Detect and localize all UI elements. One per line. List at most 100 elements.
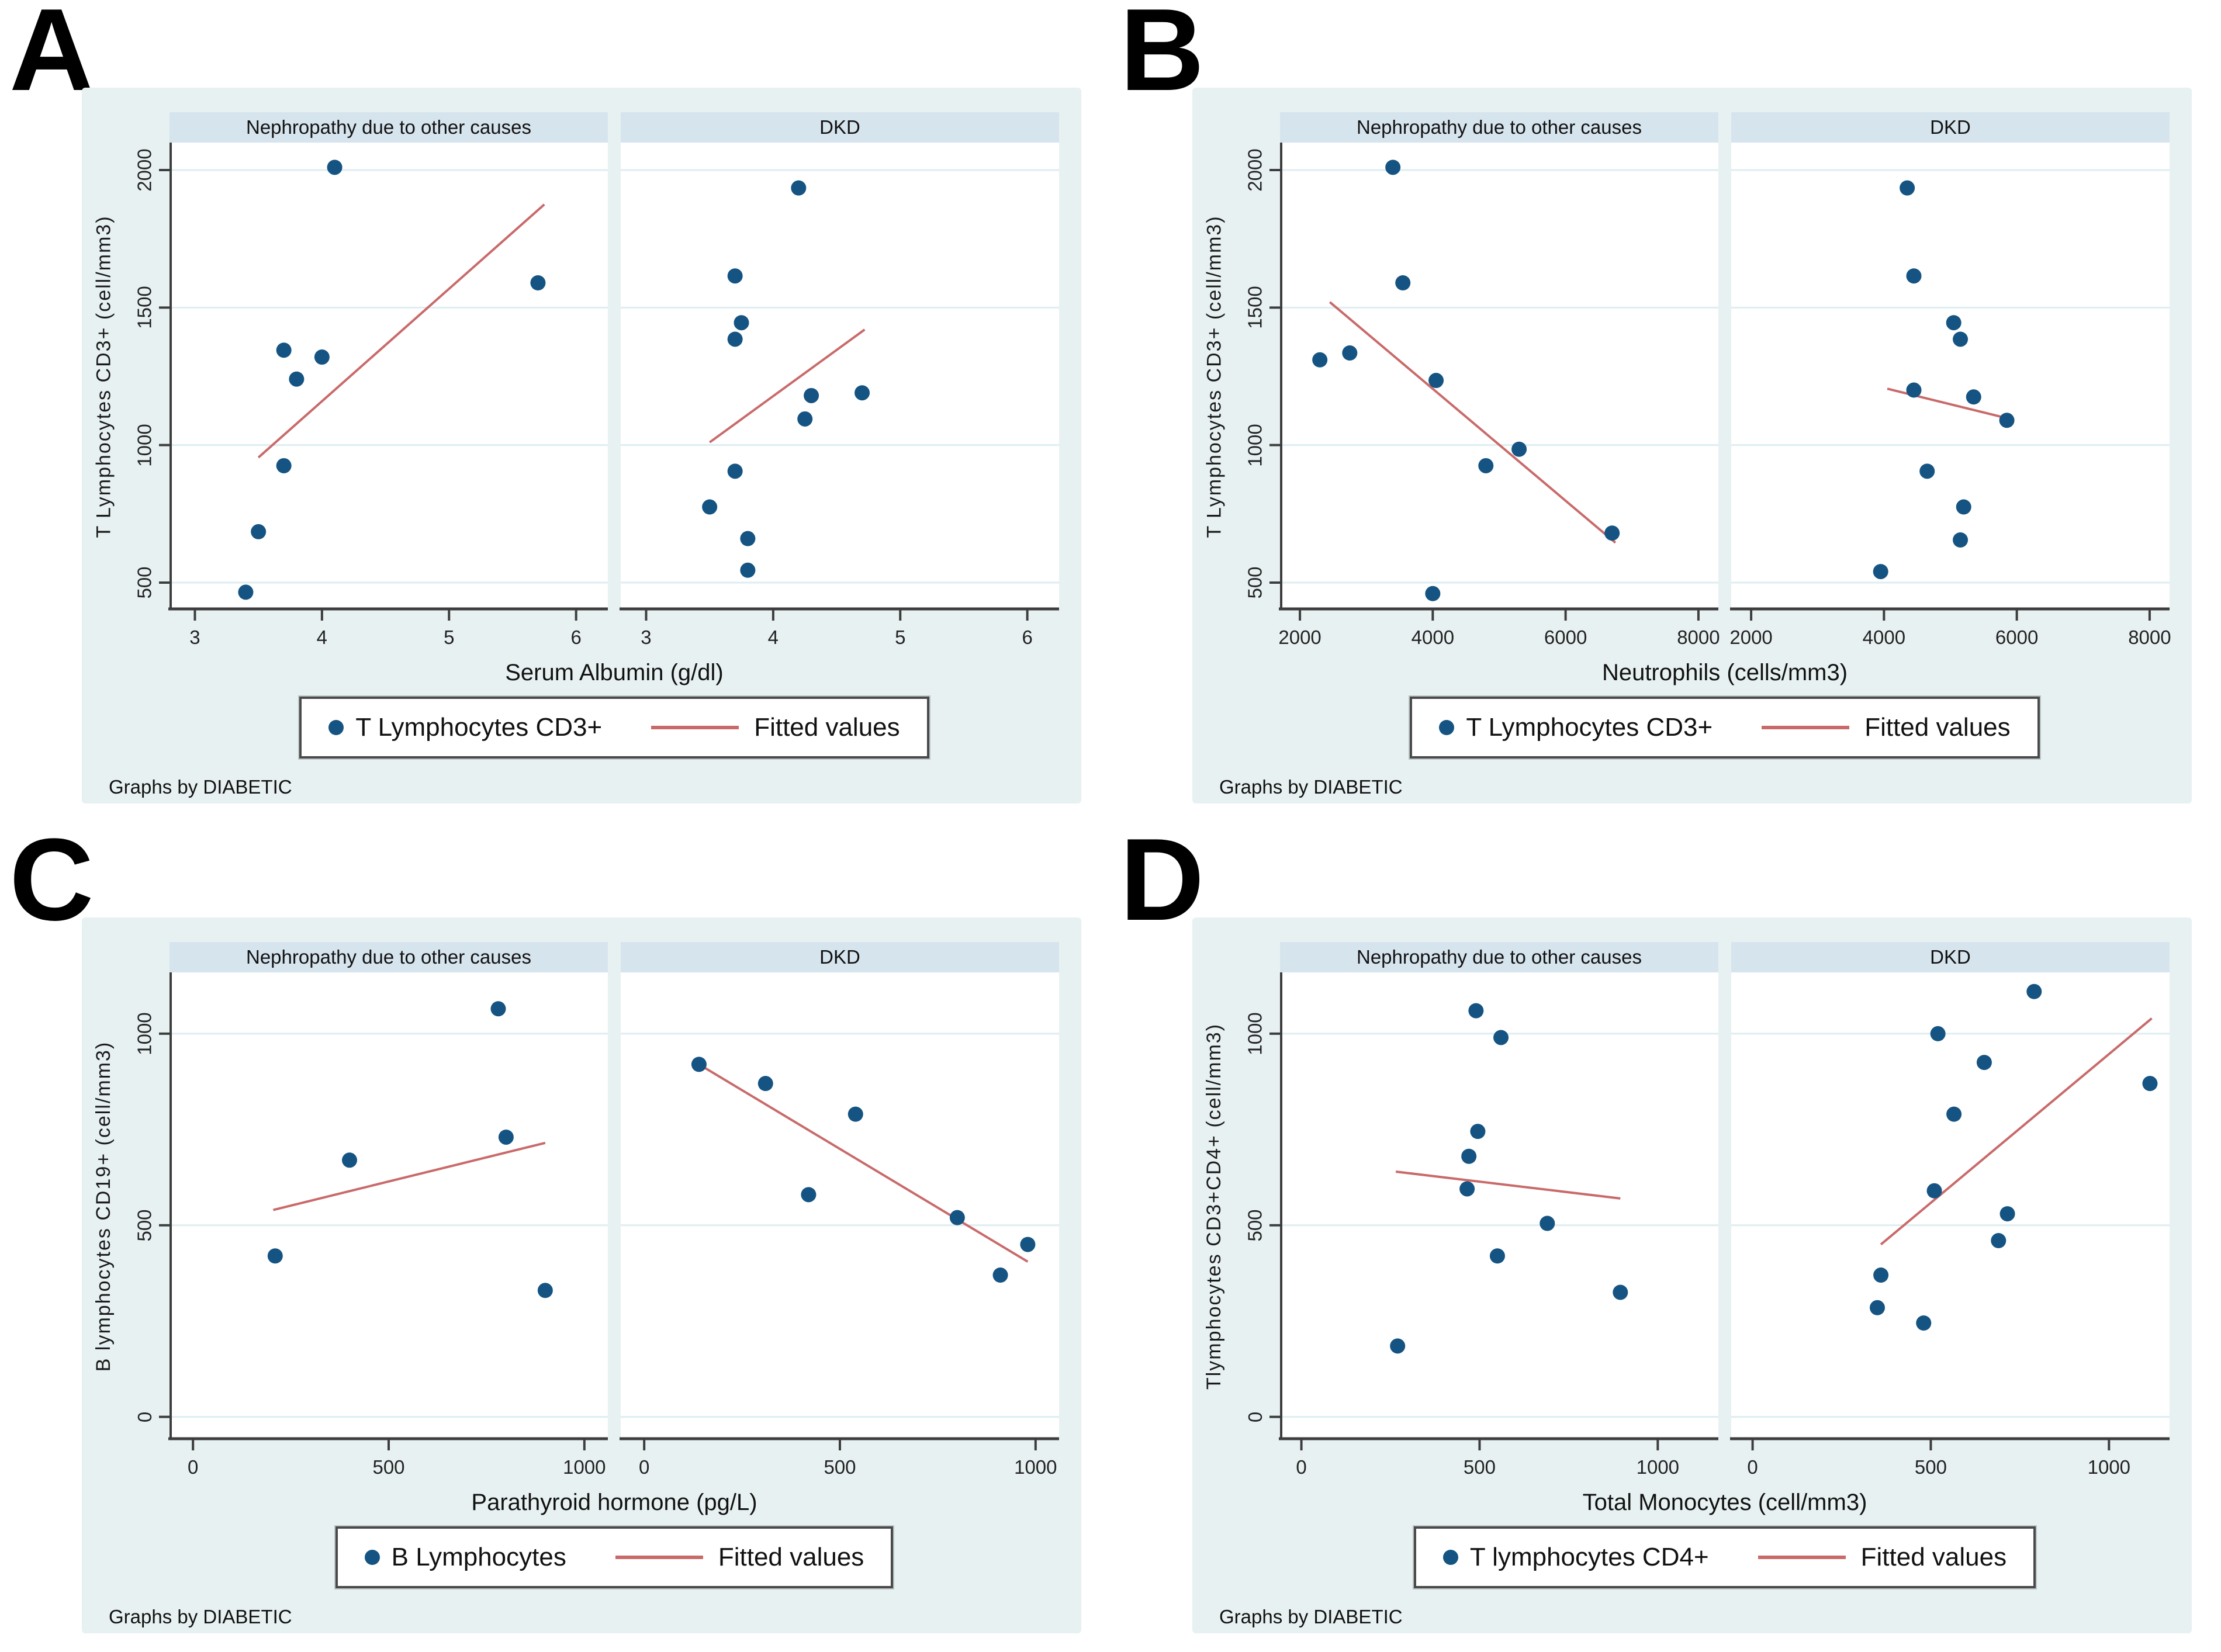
data-point xyxy=(949,1210,965,1225)
data-point xyxy=(1385,160,1401,175)
data-point xyxy=(1906,268,1922,284)
data-point xyxy=(314,349,330,365)
x-tick-label: 4000 xyxy=(1862,626,1906,648)
data-point xyxy=(1999,413,2015,428)
legend-marker-label: T lymphocytes CD4+ xyxy=(1469,1543,1709,1571)
panel-letter-b: B xyxy=(1120,0,1205,115)
x-tick-label: 4 xyxy=(767,626,779,648)
x-tick-label: 0 xyxy=(1296,1456,1307,1478)
x-tick-label: 1000 xyxy=(1014,1456,1057,1478)
data-point xyxy=(1956,499,1971,515)
x-tick-label: 500 xyxy=(1463,1456,1496,1478)
legend-line-sample xyxy=(1762,726,1850,729)
plot-area xyxy=(1269,972,1718,1450)
plots-region: B lymphocytes CD19+ (cell/mm3) 0 500 1000 … xyxy=(82,942,1081,1488)
data-point xyxy=(727,463,743,479)
legend-line-label: Fitted values xyxy=(718,1543,864,1571)
fitted-line xyxy=(257,203,545,459)
data-point xyxy=(1461,1148,1477,1164)
x-axis-ticks: 2000 4000 6000 8000 xyxy=(1729,626,2171,654)
data-point xyxy=(498,1129,514,1145)
data-point xyxy=(727,268,743,284)
data-point xyxy=(1953,532,1969,548)
legend-line-label: Fitted values xyxy=(754,713,900,742)
legend-line-sample xyxy=(615,1556,703,1559)
legend-marker-dot xyxy=(1442,1550,1458,1565)
legend-wrap: T Lymphocytes CD3+ Fitted values xyxy=(169,697,1059,759)
data-point xyxy=(847,1106,863,1122)
panel-letter-c: C xyxy=(9,815,94,945)
data-point xyxy=(740,531,756,546)
panel-letter-a: A xyxy=(9,0,94,115)
data-point xyxy=(1428,373,1444,389)
plots-region: T Lymphocytes CD3+ (cell/mm3) 500 1000 150… xyxy=(1192,112,2192,659)
scatter-plot xyxy=(159,972,608,1450)
data-point xyxy=(1395,275,1411,290)
fitted-line xyxy=(1395,1170,1621,1200)
graphs-by-note: Graphs by DIABETIC xyxy=(109,1606,292,1627)
data-point xyxy=(490,1001,506,1017)
data-point xyxy=(1870,1300,1885,1315)
legend-marker-dot xyxy=(328,720,344,735)
data-point xyxy=(1873,1267,1889,1283)
subplot-right: DKD 0 500 1000 xyxy=(1730,942,2170,1478)
subplot-left: Nephropathy due to other causes 0 500 1000 xyxy=(159,942,608,1478)
scatter-plot xyxy=(159,143,608,621)
data-point xyxy=(1468,1003,1484,1019)
x-axis-label: Parathyroid hormone (pg/L) xyxy=(471,1490,757,1515)
figure-b: T Lymphocytes CD3+ (cell/mm3) 500 1000 150… xyxy=(1192,88,2192,804)
x-axis-ticks: 2000 4000 6000 8000 xyxy=(1278,626,1720,654)
plot-area xyxy=(159,143,608,621)
data-point xyxy=(251,524,267,539)
x-axis-label: Total Monocytes (cell/mm3) xyxy=(1582,1490,1867,1515)
panel-c: C B lymphocytes CD19+ (cell/mm3) 0 500 100… xyxy=(0,822,1110,1652)
data-point xyxy=(1926,1183,1942,1199)
scatter-plot xyxy=(1269,143,1718,621)
subplot-title: DKD xyxy=(621,112,1059,143)
x-tick-label: 6000 xyxy=(1995,626,2039,648)
subplot-left: Nephropathy due to other causes 3 4 5 6 xyxy=(159,112,608,648)
legend-wrap: T lymphocytes CD4+ Fitted values xyxy=(1280,1526,2170,1588)
subplot-title: DKD xyxy=(1731,112,2170,143)
y-axis-ticks: 0 500 1000 xyxy=(1192,942,1279,1468)
data-point xyxy=(1991,1233,2006,1249)
plot-area xyxy=(159,972,608,1450)
graphs-by-note: Graphs by DIABETIC xyxy=(1219,776,1403,798)
data-point xyxy=(1999,1206,2015,1222)
scatter-plot xyxy=(620,1033,1059,1450)
data-point xyxy=(702,499,718,515)
plot-area xyxy=(1730,972,2170,1450)
x-tick-label: 1000 xyxy=(2087,1456,2131,1478)
y-tick-label: 0 xyxy=(1244,1411,1266,1422)
data-point xyxy=(1489,1248,1505,1264)
data-point xyxy=(1946,315,1961,331)
fitted-line xyxy=(1329,301,1617,544)
x-tick-label: 3 xyxy=(189,626,200,648)
y-tick-label: 1500 xyxy=(134,286,156,330)
y-tick-label: 1000 xyxy=(1244,1012,1267,1055)
subplot-right: DKD 2000 4000 6000 8000 xyxy=(1729,112,2171,648)
legend-line-sample xyxy=(1758,1556,1846,1559)
data-point xyxy=(757,1076,773,1092)
data-point xyxy=(1919,463,1935,479)
x-axis-ticks: 0 500 1000 xyxy=(1280,1456,1718,1484)
x-tick-label: 1000 xyxy=(1636,1456,1680,1478)
data-point xyxy=(537,1283,553,1298)
data-point xyxy=(1493,1030,1509,1045)
y-tick-label: 2000 xyxy=(1244,148,1267,192)
subplot-title: Nephropathy due to other causes xyxy=(1280,112,1718,143)
plot-area xyxy=(620,972,1059,1450)
data-point xyxy=(1478,458,1494,473)
legend-marker-dot xyxy=(1439,720,1455,735)
x-axis-label: Neutrophils (cells/mm3) xyxy=(1601,660,1848,685)
legend-wrap: T Lymphocytes CD3+ Fitted values xyxy=(1280,697,2170,759)
panel-a: A T Lymphocytes CD3+ (cell/mm3) 500 1000 1… xyxy=(0,0,1110,822)
data-point xyxy=(1930,1026,1946,1041)
data-point xyxy=(1613,1284,1628,1300)
subplot-title: Nephropathy due to other causes xyxy=(169,112,608,143)
fitted-line xyxy=(698,1063,1029,1263)
data-point xyxy=(1540,1215,1555,1231)
y-axis-ticks: 500 1000 1500 2000 xyxy=(1192,112,1279,638)
x-tick-label: 6 xyxy=(570,626,582,648)
y-tick-label: 500 xyxy=(134,566,155,599)
